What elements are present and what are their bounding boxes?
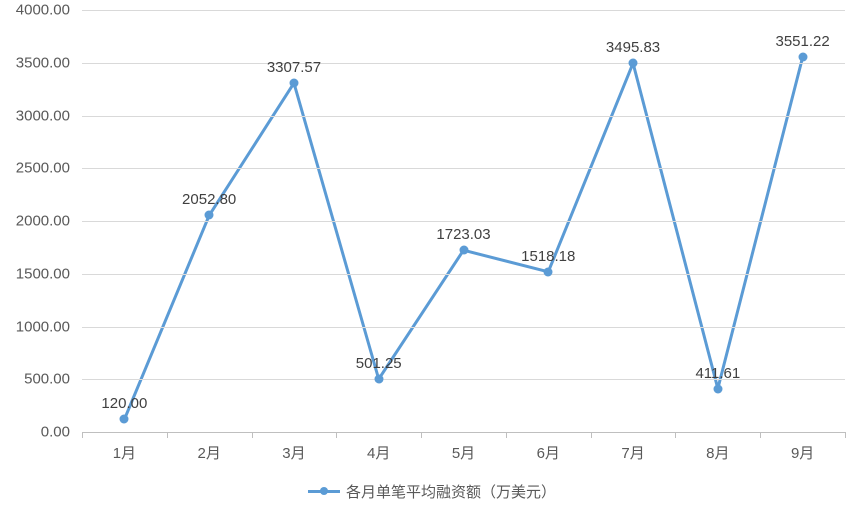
data-marker (713, 384, 722, 393)
x-tick-label: 2月 (197, 442, 220, 463)
y-tick-label: 2000.00 (0, 213, 70, 230)
legend-marker-icon (320, 487, 328, 495)
y-tick-label: 0.00 (0, 424, 70, 441)
data-label: 2052.80 (182, 191, 236, 208)
gridline (82, 168, 845, 169)
x-tick-label: 5月 (452, 442, 475, 463)
gridline (82, 274, 845, 275)
x-tick-mark (252, 432, 253, 438)
legend-line-icon (308, 490, 340, 493)
chart-svg (0, 0, 864, 510)
data-label: 3495.83 (606, 39, 660, 56)
data-marker (459, 246, 468, 255)
data-label: 3307.57 (267, 59, 321, 76)
legend: 各月单笔平均融资额（万美元） (308, 481, 556, 502)
data-label: 3551.22 (775, 33, 829, 50)
x-tick-mark (421, 432, 422, 438)
x-tick-label: 1月 (113, 442, 136, 463)
y-tick-label: 500.00 (0, 371, 70, 388)
x-tick-label: 6月 (537, 442, 560, 463)
gridline (82, 327, 845, 328)
x-tick-label: 7月 (621, 442, 644, 463)
data-label: 1518.18 (521, 248, 575, 265)
data-marker (544, 267, 553, 276)
x-tick-mark (82, 432, 83, 438)
x-tick-mark (675, 432, 676, 438)
x-tick-mark (506, 432, 507, 438)
x-tick-mark (336, 432, 337, 438)
y-tick-label: 3000.00 (0, 107, 70, 124)
y-tick-label: 4000.00 (0, 2, 70, 19)
x-tick-mark (591, 432, 592, 438)
y-tick-label: 3500.00 (0, 54, 70, 71)
legend-label: 各月单笔平均融资额（万美元） (346, 481, 556, 502)
data-marker (205, 211, 214, 220)
x-tick-mark (845, 432, 846, 438)
y-tick-label: 1000.00 (0, 318, 70, 335)
data-marker (798, 53, 807, 62)
line-chart: 0.00 500.00 1000.00 1500.00 2000.00 2500.00 30… (0, 0, 864, 510)
data-marker (120, 415, 129, 424)
data-marker (629, 59, 638, 68)
gridline (82, 63, 845, 64)
x-tick-label: 3月 (282, 442, 305, 463)
x-tick-label: 8月 (706, 442, 729, 463)
gridline (82, 221, 845, 222)
data-marker (289, 79, 298, 88)
gridline (82, 432, 845, 433)
gridline (82, 116, 845, 117)
data-label: 120.00 (101, 395, 147, 412)
data-marker (374, 375, 383, 384)
gridline (82, 10, 845, 11)
x-tick-mark (167, 432, 168, 438)
y-tick-label: 1500.00 (0, 265, 70, 282)
data-label: 1723.03 (436, 226, 490, 243)
x-tick-mark (760, 432, 761, 438)
x-tick-label: 4月 (367, 442, 390, 463)
data-label: 411.61 (695, 365, 740, 382)
x-tick-label: 9月 (791, 442, 814, 463)
y-tick-label: 2500.00 (0, 160, 70, 177)
data-label: 501.25 (356, 355, 402, 372)
